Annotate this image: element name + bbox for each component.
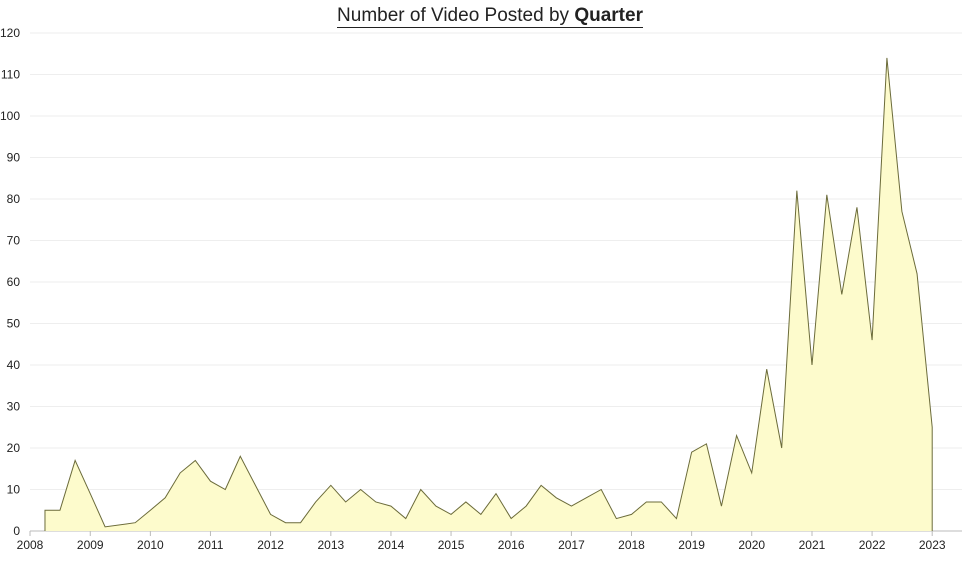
x-tick-label: 2009 — [77, 538, 104, 552]
x-tick-label: 2020 — [738, 538, 765, 552]
area-fill — [44, 57, 933, 532]
x-tick-label: 2011 — [198, 538, 224, 552]
chart-title-bold: Quarter — [574, 5, 643, 26]
y-tick-label: 10 — [7, 483, 21, 497]
y-tick-label: 60 — [7, 275, 21, 289]
x-tick-label: 2023 — [919, 538, 946, 552]
y-tick-label: 110 — [1, 68, 20, 82]
x-tick-label: 2021 — [799, 538, 826, 552]
series-line — [44, 57, 933, 531]
x-tick-label: 2017 — [558, 538, 585, 552]
y-tick-label: 90 — [7, 151, 21, 165]
x-tick-label: 2018 — [618, 538, 645, 552]
x-tick-label: 2010 — [137, 538, 164, 552]
x-tick-label: 2013 — [317, 538, 344, 552]
x-tick-label: 2016 — [498, 538, 525, 552]
x-tick-label: 2012 — [257, 538, 284, 552]
y-tick-label: 50 — [7, 317, 21, 331]
y-tick-label: 100 — [0, 109, 20, 123]
x-tick-label: 2008 — [17, 538, 44, 552]
x-tick-label: 2022 — [859, 538, 886, 552]
x-tick-label: 2015 — [438, 538, 465, 552]
x-tick-label: 2019 — [678, 538, 705, 552]
chart-title: Number of Video Posted by Quarter — [0, 4, 980, 28]
y-tick-label: 30 — [7, 400, 21, 414]
chart-title-regular: Number of Video Posted by — [337, 5, 570, 26]
y-tick-label: 20 — [7, 441, 21, 455]
y-tick-label: 0 — [13, 524, 20, 538]
y-tick-label: 120 — [0, 26, 20, 40]
y-tick-label: 80 — [7, 192, 21, 206]
y-tick-label: 40 — [7, 358, 21, 372]
y-tick-label: 70 — [7, 234, 21, 248]
x-tick-label: 2014 — [378, 538, 405, 552]
chart-title-underline: Number of Video Posted by Quarter — [337, 5, 643, 28]
